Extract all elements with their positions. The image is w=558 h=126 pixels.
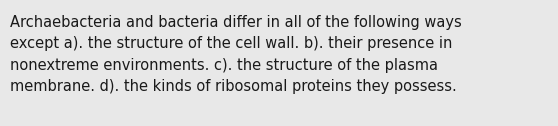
- Text: Archaebacteria and bacteria differ in all of the following ways
except a). the s: Archaebacteria and bacteria differ in al…: [10, 15, 462, 94]
